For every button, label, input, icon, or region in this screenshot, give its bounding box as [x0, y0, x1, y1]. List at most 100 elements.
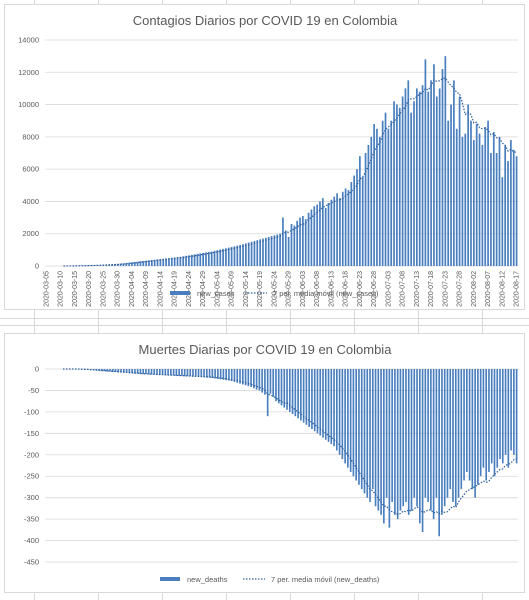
bar	[120, 369, 122, 373]
x-tick-label: 2020-04-29	[200, 271, 207, 307]
bar	[313, 206, 316, 266]
moving-average-line	[62, 368, 517, 515]
bar	[360, 369, 363, 490]
bar	[371, 369, 374, 490]
bar	[405, 369, 407, 502]
bar	[361, 177, 364, 266]
deaths-chart-svg: Muertes Diarias por COVID 19 en Colombia…	[24, 342, 518, 584]
bar	[330, 199, 333, 266]
bar	[432, 369, 435, 520]
x-tick-label: 2020-07-03	[385, 271, 392, 307]
x-tick-label: 2020-08-02	[471, 271, 478, 307]
x-tick-label: 2020-07-08	[400, 271, 407, 307]
cases-chart[interactable]: Contagios Diarios por COVID 19 en Colomb…	[4, 4, 525, 310]
x-tick-label: 2020-03-25	[100, 271, 107, 307]
bar	[207, 251, 210, 266]
bar	[515, 369, 518, 464]
bar	[241, 369, 244, 385]
bar	[383, 369, 385, 524]
x-tick-label: 2020-07-23	[442, 271, 449, 307]
bar	[128, 369, 131, 374]
bar	[390, 120, 393, 266]
y-tick-label: -200	[24, 450, 39, 459]
bar	[288, 369, 291, 412]
bar	[333, 196, 336, 266]
bar	[222, 248, 224, 266]
bar	[413, 101, 415, 266]
bar	[333, 369, 335, 447]
bar	[159, 259, 162, 266]
bar	[307, 212, 310, 266]
bar	[438, 369, 440, 537]
bar	[359, 156, 361, 266]
bar	[443, 369, 446, 507]
bar	[205, 369, 208, 378]
chart-title: Contagios Diarios por COVID 19 en Colomb…	[133, 13, 398, 28]
bar	[196, 253, 199, 266]
bar	[499, 369, 501, 460]
legend-label: new_deaths	[187, 575, 228, 584]
x-tick-label: 2020-04-19	[172, 271, 179, 307]
bar	[504, 369, 507, 455]
bar	[125, 262, 128, 266]
bar	[125, 369, 128, 373]
y-tick-label: 12000	[18, 68, 39, 77]
bar	[507, 369, 510, 468]
bar	[208, 369, 211, 378]
bar	[330, 369, 333, 445]
bar	[461, 136, 464, 266]
bar	[418, 91, 421, 267]
bar	[88, 265, 91, 266]
bar	[363, 369, 366, 494]
bar	[484, 127, 487, 267]
bar	[347, 190, 350, 266]
x-tick-label: 2020-05-19	[257, 271, 264, 307]
bar	[380, 369, 382, 515]
bar	[416, 369, 418, 507]
bar	[300, 369, 302, 421]
bar	[374, 369, 377, 507]
bar	[100, 369, 103, 372]
bar	[349, 369, 352, 472]
bar	[324, 369, 327, 440]
bar	[350, 182, 353, 266]
x-tick-label: 2020-06-13	[328, 271, 335, 307]
bar	[200, 369, 203, 378]
bar	[465, 369, 468, 472]
bar	[258, 369, 261, 391]
x-tick-label: 2020-07-28	[457, 271, 464, 307]
deaths-chart[interactable]: Muertes Diarias por COVID 19 en Colombia…	[4, 333, 525, 593]
bar	[219, 369, 222, 380]
bar	[373, 123, 375, 266]
bar	[250, 369, 252, 388]
x-tick-label: 2020-08-17	[514, 271, 521, 307]
bar	[294, 369, 297, 417]
x-axis-ticks: 2020-03-05 2020-03-10 2020-03-15 2020-03-20…	[43, 271, 521, 307]
bar	[261, 369, 263, 393]
bar	[493, 369, 496, 477]
bar	[134, 369, 136, 374]
bar	[464, 133, 467, 266]
bar	[239, 369, 241, 384]
bar	[119, 263, 122, 266]
bar	[150, 369, 153, 375]
bar	[447, 120, 450, 266]
bar	[197, 369, 200, 377]
bar	[366, 369, 369, 498]
y-tick-label: 8000	[22, 132, 39, 141]
bar	[269, 369, 272, 394]
x-tick-label: 2020-08-07	[485, 271, 492, 307]
bar	[507, 161, 509, 266]
bar	[376, 128, 378, 266]
x-tick-label: 2020-04-09	[143, 271, 150, 307]
bar	[139, 261, 142, 266]
bar	[495, 153, 498, 266]
bar	[170, 257, 173, 266]
bar	[324, 207, 327, 266]
bar	[427, 369, 429, 502]
bar	[468, 369, 471, 481]
bar	[299, 217, 301, 266]
bar	[145, 369, 147, 375]
bar	[339, 198, 341, 266]
y-tick-label: 4000	[22, 197, 39, 206]
